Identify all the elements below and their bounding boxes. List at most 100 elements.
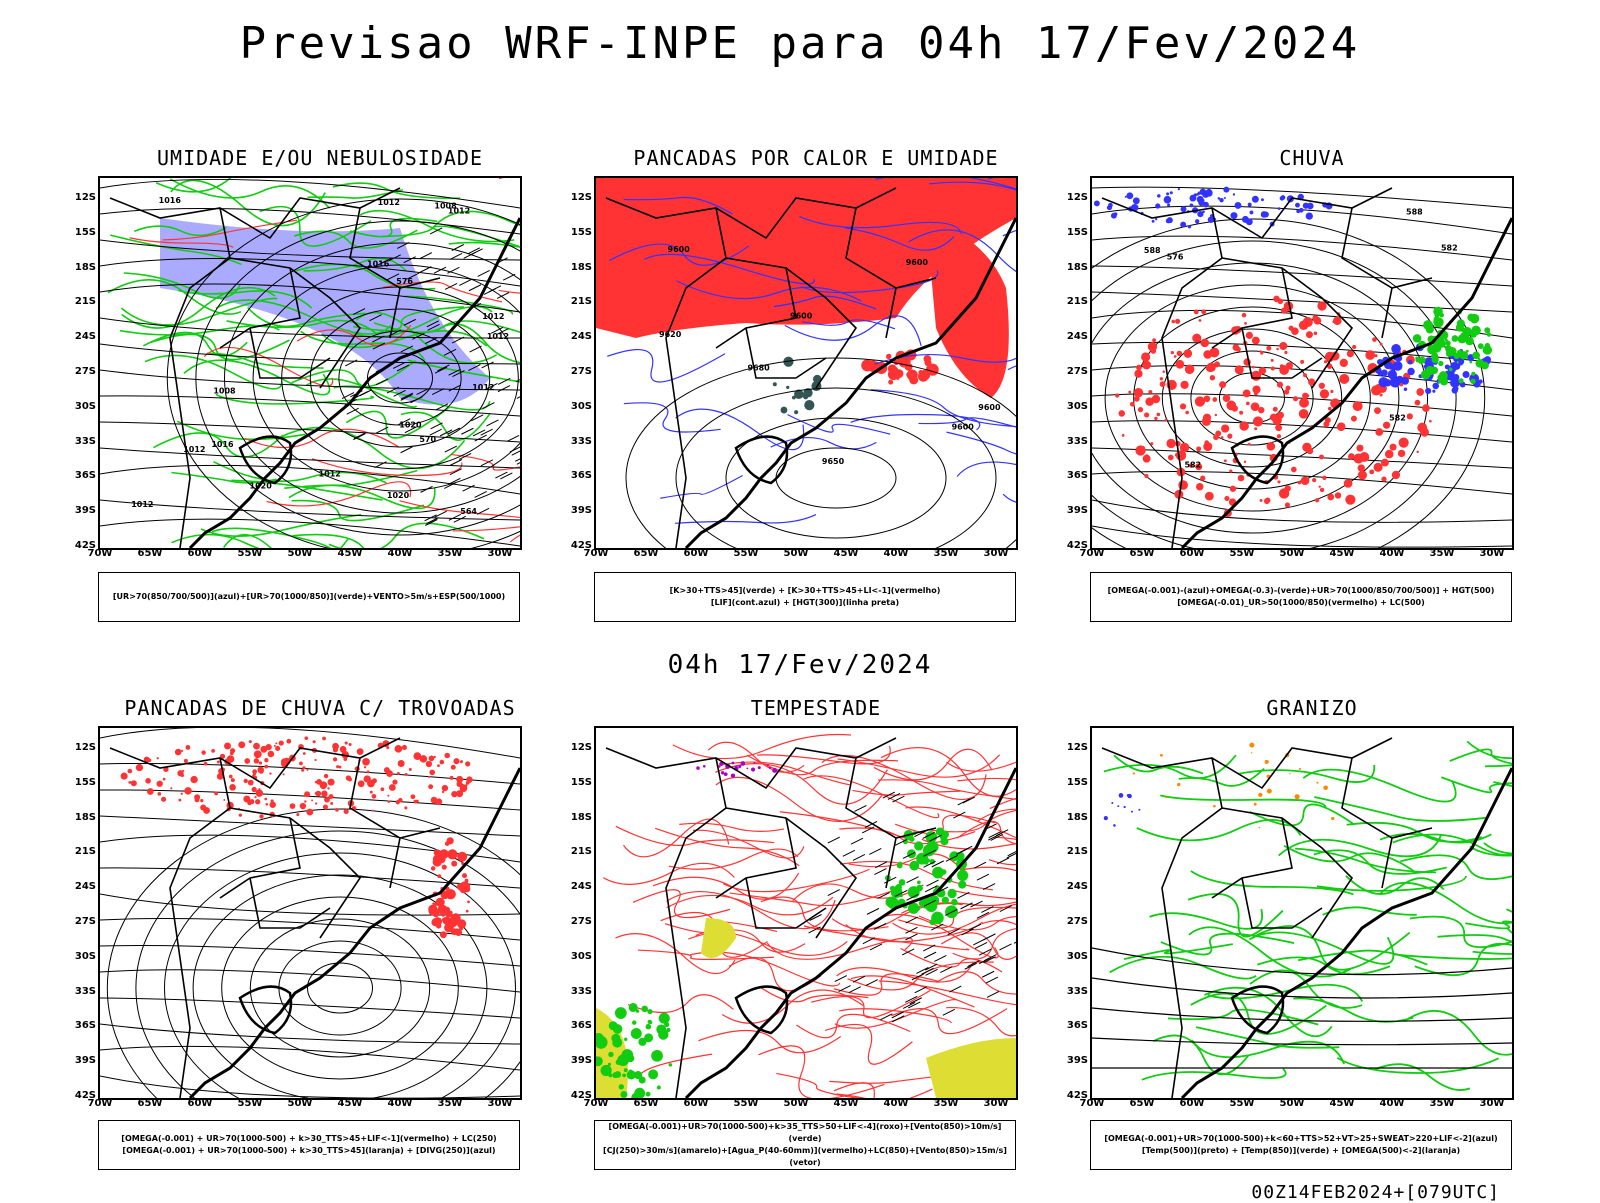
streamline — [1092, 265, 1512, 287]
wind-vector — [379, 257, 393, 265]
wind-vector — [968, 923, 982, 931]
wind-vector — [404, 426, 418, 434]
rain-cell — [1258, 366, 1267, 375]
precipitable-water-contour — [652, 872, 800, 900]
rain-cell — [1206, 362, 1216, 372]
lat-tick-label: 30S — [1066, 950, 1088, 962]
storm-cell — [371, 793, 377, 799]
temperature-850-contour — [1187, 893, 1284, 938]
wind-vector — [931, 860, 944, 868]
wind-vector — [988, 831, 1001, 839]
rain-cell — [1295, 202, 1300, 208]
lat-tick-label: 27S — [74, 916, 96, 927]
rain-cell — [1207, 216, 1215, 223]
contour-label: 1016 — [211, 440, 234, 449]
hail-cell — [1250, 752, 1253, 754]
wind-vector — [448, 384, 461, 392]
wind-vector — [983, 956, 996, 964]
lat-tick-label: 36S — [74, 470, 96, 482]
rain-cell — [1303, 373, 1308, 378]
precipitable-water-contour — [834, 998, 957, 1029]
precipitable-water-contour — [988, 859, 1016, 866]
rain-cell — [1243, 460, 1247, 464]
panel-umidade: UMIDADE E/OU NEBULOSIDADE 1012 1012 1016 10… — [75, 146, 560, 646]
lat-tick-label: 15S — [74, 226, 96, 238]
rain-cell — [1229, 469, 1233, 473]
lon-tick-label: 40W — [883, 1098, 909, 1109]
lon-tick-label: 55W — [733, 1098, 759, 1109]
lon-tick-label: 40W — [1379, 1098, 1405, 1109]
legend-line-2: [CJ(250)>30m/s](amarelo)+[Agua_P(40-60mm… — [603, 1146, 1007, 1167]
lat-tick-label: 33S — [74, 985, 96, 997]
wind-vector — [976, 873, 990, 881]
temperature-850-contour — [1204, 986, 1333, 1037]
strong-wind-cell — [648, 1069, 659, 1080]
lat-tick-label: 15S — [570, 776, 592, 788]
severe-storm-cell — [772, 767, 778, 773]
lif-contour — [946, 431, 1016, 455]
streamline — [1092, 235, 1512, 261]
rain-cell — [1093, 200, 1100, 207]
wind-vector — [949, 985, 962, 993]
wind-vector — [905, 926, 918, 934]
lon-tick-label: 35W — [437, 1098, 463, 1109]
wind-vector — [393, 389, 406, 397]
heavy-rain-cell — [1462, 326, 1472, 337]
storm-cell — [451, 790, 458, 798]
lon-tick-label: 50W — [783, 1098, 809, 1109]
lat-tick-label: 36S — [1066, 470, 1088, 482]
precipitable-water-contour — [722, 868, 870, 893]
wind-vector — [397, 241, 410, 249]
rain-cell — [1196, 482, 1204, 491]
isobar — [100, 369, 520, 391]
wind-vector — [902, 851, 916, 859]
humidity-contour — [153, 432, 284, 458]
humidity-contour — [120, 297, 278, 326]
humidity-contour — [349, 217, 438, 238]
rain-cell — [1141, 352, 1151, 362]
storm-cell — [465, 909, 469, 913]
thickness-contour — [382, 281, 503, 303]
precipitable-water-contour — [957, 777, 1016, 782]
wind-vector — [412, 332, 425, 340]
strong-wind-cell — [941, 830, 949, 839]
storm-cell — [457, 851, 468, 862]
lon-tick-label: 70W — [1079, 548, 1105, 559]
strong-wind-cell — [596, 1033, 605, 1045]
strong-wind-cell — [896, 862, 903, 869]
strong-wind-cell — [951, 898, 958, 906]
strong-wind-cell — [647, 1008, 653, 1015]
borders — [605, 187, 937, 548]
temperature-850-contour — [1441, 776, 1512, 794]
wind-vector — [431, 388, 445, 395]
wind-vector — [468, 364, 481, 372]
contour-label: 588 — [1144, 246, 1161, 255]
isobar — [100, 421, 520, 443]
rain-cell — [1204, 491, 1214, 501]
precipitable-water-contour — [837, 754, 1001, 778]
contour-label: 1020 — [250, 481, 273, 490]
run-info: 00Z14FEB2024+[079UTC] — [1251, 1182, 1500, 1203]
wind-vector — [925, 963, 938, 971]
rain-cell — [1391, 344, 1401, 354]
wind-vector — [481, 361, 494, 369]
rain-cell — [1397, 449, 1406, 458]
temperature-500-contour — [1092, 1037, 1512, 1046]
hail-cell — [1249, 742, 1255, 748]
wind-vector — [854, 804, 867, 812]
storm-cell — [145, 778, 151, 784]
wind-vector — [506, 434, 520, 442]
temperature-850-contour — [1136, 818, 1302, 842]
wind-vector — [434, 510, 447, 518]
wind-vector — [369, 314, 382, 322]
instability-cell — [904, 362, 913, 371]
wind-vector — [426, 517, 439, 525]
wind-vector — [892, 1015, 905, 1023]
humidity-contour — [279, 426, 466, 470]
borders — [1101, 187, 1433, 548]
wind-vector — [970, 900, 983, 908]
streamline — [100, 867, 520, 889]
isobar — [100, 518, 520, 547]
heavy-rain-cell — [1444, 344, 1452, 352]
convection-cell — [772, 382, 777, 387]
